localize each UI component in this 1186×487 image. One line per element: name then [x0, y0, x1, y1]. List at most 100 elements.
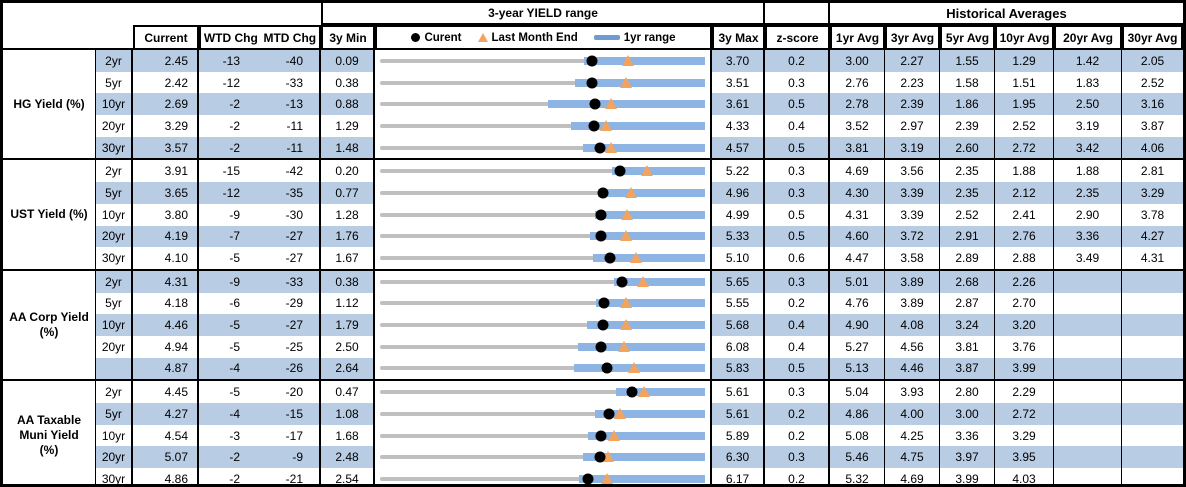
- cell-tenor: 30yr: [96, 136, 133, 159]
- table-body: HG Yield (%) 2yr 2.45 -13 -40 0.09 3.70 0.2 3.00…: [3, 50, 1183, 484]
- cell-mtd-chg: -26: [260, 357, 321, 380]
- cell-5yr-avg: 2.35: [940, 160, 995, 183]
- cell-tenor: 20yr: [96, 335, 133, 358]
- table-row: 30yr 4.10 -5 -27 1.67 5.10 0.6 4.47 3.58 2.89 2.88…: [96, 247, 1183, 269]
- legend-current-label: Curent: [424, 31, 462, 44]
- chart-legend: Curent Last Month End 1yr range: [375, 25, 712, 48]
- cell-current: 2.45: [133, 50, 199, 72]
- col-header-3y-min: 3y Min: [321, 25, 375, 48]
- cell-mtd-chg: -25: [260, 335, 321, 358]
- cell-3y-max: 4.57: [712, 136, 765, 159]
- cell-5yr-avg: 3.00: [940, 403, 995, 425]
- cell-5yr-avg: 2.35: [940, 182, 995, 204]
- cell-5yr-avg: 3.97: [940, 446, 995, 469]
- range-bar-1yr: [584, 56, 705, 65]
- cell-3yr-avg: 3.39: [885, 203, 940, 226]
- cell-mtd-chg: -11: [260, 115, 321, 137]
- cell-3y-max: 3.70: [712, 50, 765, 72]
- cell-3yr-avg: 2.27: [885, 50, 940, 72]
- cell-3yr-avg: 4.56: [885, 335, 940, 358]
- current-dot: [595, 209, 607, 221]
- cell-z-score: 0.3: [765, 381, 830, 403]
- cell-20yr-avg: [1054, 270, 1122, 293]
- group-label-line: Muni Yield: [19, 428, 79, 443]
- legend-last-month-label: Last Month End: [491, 31, 578, 44]
- current-dot: [597, 319, 609, 331]
- range-track: [380, 301, 705, 306]
- table-row: 20yr 3.29 -2 -11 1.29 4.33 0.4 3.52 2.97 2.39 2.52…: [96, 115, 1183, 137]
- col-header-20yr-avg: 20yr Avg: [1054, 25, 1122, 48]
- last-month-triangle: [621, 208, 634, 220]
- cell-20yr-avg: 2.35: [1054, 182, 1122, 204]
- cell-mtd-chg: -35: [260, 182, 321, 204]
- cell-z-score: 0.5: [765, 93, 830, 116]
- cell-3y-max: 4.96: [712, 182, 765, 204]
- cell-wtd-chg: -5: [229, 385, 240, 400]
- cell-30yr-avg: 3.87: [1140, 118, 1165, 133]
- last-month-triangle: [619, 319, 632, 331]
- range-track: [380, 80, 705, 85]
- current-dot: [594, 142, 606, 154]
- group-label-line: AA Taxable: [16, 413, 82, 428]
- cell-z-score: 0.2: [765, 468, 830, 484]
- cell-3yr-avg: 3.89: [885, 292, 940, 315]
- group-label: AA Taxable Muni Yield (%): [3, 381, 96, 484]
- table-row: 5yr 4.18 -6 -29 1.12 5.55 0.2 4.76 3.89 2.87 2.70: [96, 292, 1183, 315]
- cell-z-score: 0.3: [765, 446, 830, 469]
- cell-5yr-avg: 2.80: [940, 381, 995, 403]
- cell-3y-min: 1.29: [321, 115, 375, 137]
- cell-1yr-avg: 4.76: [830, 292, 885, 315]
- table-row: 5yr 3.65 -12 -35 0.77 4.96 0.3 4.30 3.39 2.35 2.12…: [96, 182, 1183, 204]
- cell-z-score: 0.4: [765, 314, 830, 336]
- range-chart-cell: [375, 381, 712, 403]
- table-row: 5yr 4.27 -4 -15 1.08 5.61 0.2 4.86 4.00 3.00 2.72: [96, 403, 1183, 425]
- current-dot: [582, 473, 594, 484]
- range-bar-1yr: [582, 143, 705, 152]
- cell-1yr-avg: 3.00: [830, 50, 885, 72]
- cell-10yr-avg: 3.20: [995, 314, 1054, 336]
- last-month-triangle: [641, 165, 654, 177]
- cell-30yr-avg: [1122, 314, 1183, 336]
- col-header-30yr-avg: 30yr Avg: [1122, 25, 1183, 48]
- col-header-5yr-avg: 5yr Avg: [940, 25, 995, 48]
- range-bar-1yr: [571, 121, 705, 130]
- cell-5yr-avg: 1.55: [940, 50, 995, 72]
- last-month-triangle: [605, 141, 618, 153]
- cell-3y-min: 1.67: [321, 247, 375, 269]
- current-dot: [603, 408, 615, 420]
- cell-mtd-chg: -30: [260, 203, 321, 226]
- group-label-line: (%): [39, 443, 59, 458]
- cell-z-score: 0.5: [765, 203, 830, 226]
- cell-current: 4.18: [133, 292, 199, 315]
- cell-3yr-avg: 4.25: [885, 424, 940, 447]
- cell-30yr-avg: 3.16: [1122, 93, 1183, 116]
- range-track: [380, 344, 705, 349]
- current-dot: [604, 252, 616, 264]
- table-row: 20yr 5.07 -2 -9 2.48 6.30 0.3 5.46 4.75 3.97 3.95: [96, 446, 1183, 469]
- last-month-triangle: [613, 407, 626, 419]
- cell-5yr-avg: 1.86: [940, 93, 995, 116]
- cell-mtd-chg: -9: [260, 446, 321, 469]
- cell-20yr-avg: 1.83: [1054, 71, 1122, 94]
- range-chart-cell: [375, 225, 712, 248]
- cell-z-score: 0.2: [765, 292, 830, 315]
- cell-10yr-avg: 2.12: [995, 182, 1054, 204]
- cell-mtd-chg: -27: [260, 225, 321, 248]
- cell-tenor: 10yr: [96, 203, 133, 226]
- section-rows: 2yr 2.45 -13 -40 0.09 3.70 0.2 3.00 2.27 1.55 1.29…: [96, 50, 1183, 159]
- cell-z-score: 0.3: [765, 160, 830, 183]
- cell-30yr-avg: 4.27: [1122, 225, 1183, 248]
- cell-tenor: 10yr: [96, 424, 133, 447]
- cell-wtd-chg: -2: [229, 118, 240, 133]
- cell-wtd-chg: -5: [229, 251, 240, 266]
- cell-mtd-chg: -21: [260, 468, 321, 484]
- range-bar-1yr: [597, 188, 705, 197]
- cell-3yr-avg: 4.75: [885, 446, 940, 469]
- cell-1yr-avg: 2.76: [830, 71, 885, 94]
- cell-3y-max: 3.51: [712, 71, 765, 94]
- cell-tenor: 10yr: [96, 93, 133, 116]
- cell-tenor: 2yr: [96, 160, 133, 183]
- cell-10yr-avg: 2.70: [995, 292, 1054, 315]
- last-month-triangle: [619, 297, 632, 309]
- range-bar-1yr: [595, 210, 705, 219]
